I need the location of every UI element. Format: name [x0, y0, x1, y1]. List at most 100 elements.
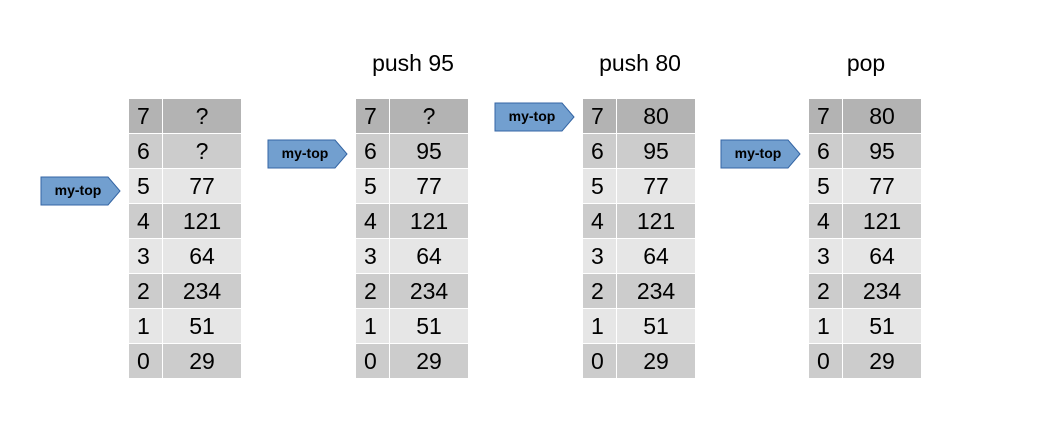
stack-row-5: 5 77 — [582, 168, 696, 204]
top-pointer-arrow: my-top — [40, 176, 122, 205]
stack-index-cell: 5 — [808, 168, 843, 204]
stack-value-cell: 51 — [389, 308, 469, 344]
stack-row-6: 6 95 — [355, 133, 469, 169]
stack-value-cell: 121 — [162, 203, 242, 239]
top-pointer-arrow: my-top — [494, 102, 576, 132]
stack-index-cell: 6 — [808, 133, 843, 169]
stack-row-1: 1 51 — [808, 308, 922, 344]
stack-value-cell: 234 — [616, 273, 696, 309]
stack-rows: 7? 6 95 5 77 4 121 3 64 2 234 1 51 0 29 — [355, 98, 469, 379]
stack-index-cell: 5 — [128, 168, 163, 204]
stack-value-cell: 64 — [162, 238, 242, 274]
stack-title: push 95 — [372, 50, 454, 76]
stack-value-cell: ? — [389, 98, 469, 134]
stack-panel-initial: 7? 6? 5 77 4 121 3 64 2 234 1 51 0 29 — [128, 0, 244, 432]
pointer-body — [40, 176, 121, 205]
stack-row-4: 4 121 — [582, 203, 696, 239]
stack-rows: 7 80 6 95 5 77 4 121 3 64 2 234 1 51 0 29 — [808, 98, 922, 379]
stack-row-4: 4 121 — [355, 203, 469, 239]
stack-index-cell: 6 — [582, 133, 617, 169]
stack-value-cell: 77 — [616, 168, 696, 204]
stack-index-cell: 2 — [582, 273, 617, 309]
stack-row-2: 2 234 — [128, 273, 242, 309]
stack-index-cell: 0 — [582, 343, 617, 379]
pointer-shape — [720, 139, 801, 169]
stack-title: pop — [846, 50, 886, 76]
stack-value-cell: 234 — [389, 273, 469, 309]
stack-row-7: 7 80 — [582, 98, 696, 134]
stack-value-cell: 51 — [616, 308, 696, 344]
stack-value-cell: 64 — [842, 238, 922, 274]
stack-value-cell: ? — [162, 133, 242, 169]
stack-index-cell: 6 — [355, 133, 390, 169]
stack-row-1: 1 51 — [582, 308, 696, 344]
stack-panel-pop: pop 7 80 6 95 5 77 4 121 3 64 2 234 1 51 0 29 — [808, 0, 924, 432]
stack-index-cell: 5 — [355, 168, 390, 204]
stack-row-0: 0 29 — [128, 343, 242, 379]
stack-row-3: 3 64 — [355, 238, 469, 274]
stack-value-cell: 64 — [616, 238, 696, 274]
stack-value-cell: 64 — [389, 238, 469, 274]
stack-row-3: 3 64 — [808, 238, 922, 274]
stack-value-cell: 234 — [842, 273, 922, 309]
stack-value-cell: 77 — [162, 168, 242, 204]
stack-index-cell: 0 — [128, 343, 163, 379]
stack-index-cell: 3 — [582, 238, 617, 274]
pointer-body — [720, 139, 801, 169]
stack-value-cell: 51 — [842, 308, 922, 344]
stack-title: push 80 — [599, 50, 681, 76]
stack-value-cell: 95 — [842, 133, 922, 169]
stack-index-cell: 1 — [355, 308, 390, 344]
stack-value-cell: 121 — [389, 203, 469, 239]
stack-index-cell: 2 — [808, 273, 843, 309]
stack-title — [128, 50, 244, 80]
stack-rows: 7 80 6 95 5 77 4 121 3 64 2 234 1 51 0 29 — [582, 98, 696, 379]
stack-table: 7? 6? 5 77 4 121 3 64 2 234 1 51 0 29 — [128, 98, 242, 379]
top-pointer-arrow: my-top — [720, 139, 802, 169]
stack-index-cell: 0 — [808, 343, 843, 379]
stack-row-5: 5 77 — [355, 168, 469, 204]
stack-index-cell: 2 — [128, 273, 163, 309]
stack-index-cell: 0 — [355, 343, 390, 379]
stack-row-3: 3 64 — [128, 238, 242, 274]
stack-value-cell: 234 — [162, 273, 242, 309]
stack-index-cell: 1 — [808, 308, 843, 344]
stack-panel-push-95: push 95 7? 6 95 5 77 4 121 3 64 2 234 1 51 0 29 — [355, 0, 471, 432]
stack-row-1: 1 51 — [355, 308, 469, 344]
stack-index-cell: 3 — [128, 238, 163, 274]
pointer-label: my-top — [734, 144, 782, 161]
stack-value-cell: 77 — [842, 168, 922, 204]
stack-value-cell: 121 — [616, 203, 696, 239]
stack-index-cell: 5 — [582, 168, 617, 204]
stack-index-cell: 4 — [582, 203, 617, 239]
stack-table: 7 80 6 95 5 77 4 121 3 64 2 234 1 51 0 29 — [808, 98, 922, 379]
stack-index-cell: 7 — [582, 98, 617, 134]
stack-value-cell: 95 — [616, 133, 696, 169]
stack-index-cell: 7 — [355, 98, 390, 134]
stack-value-cell: 29 — [389, 343, 469, 379]
stack-row-2: 2 234 — [355, 273, 469, 309]
stack-row-6: 6 95 — [808, 133, 922, 169]
stack-row-2: 2 234 — [582, 273, 696, 309]
stack-index-cell: 1 — [128, 308, 163, 344]
stack-value-cell: ? — [162, 98, 242, 134]
stack-row-0: 0 29 — [582, 343, 696, 379]
stack-index-cell: 7 — [128, 98, 163, 134]
stack-row-6: 6? — [128, 133, 242, 169]
stack-row-7: 7? — [355, 98, 469, 134]
stack-row-4: 4 121 — [128, 203, 242, 239]
stack-index-cell: 3 — [808, 238, 843, 274]
stack-row-7: 7 80 — [808, 98, 922, 134]
stack-index-cell: 4 — [808, 203, 843, 239]
stack-table: 7? 6 95 5 77 4 121 3 64 2 234 1 51 0 29 — [355, 98, 469, 379]
stack-value-cell: 121 — [842, 203, 922, 239]
stack-panel-push-80: push 80 7 80 6 95 5 77 4 121 3 64 2 234 1 51 0 29 — [582, 0, 698, 432]
stack-value-cell: 29 — [616, 343, 696, 379]
pointer-label: my-top — [281, 144, 329, 161]
stack-row-5: 5 77 — [808, 168, 922, 204]
stack-value-cell: 29 — [162, 343, 242, 379]
stack-row-0: 0 29 — [355, 343, 469, 379]
stack-row-4: 4 121 — [808, 203, 922, 239]
stack-index-cell: 1 — [582, 308, 617, 344]
top-pointer-arrow: my-top — [267, 139, 349, 169]
